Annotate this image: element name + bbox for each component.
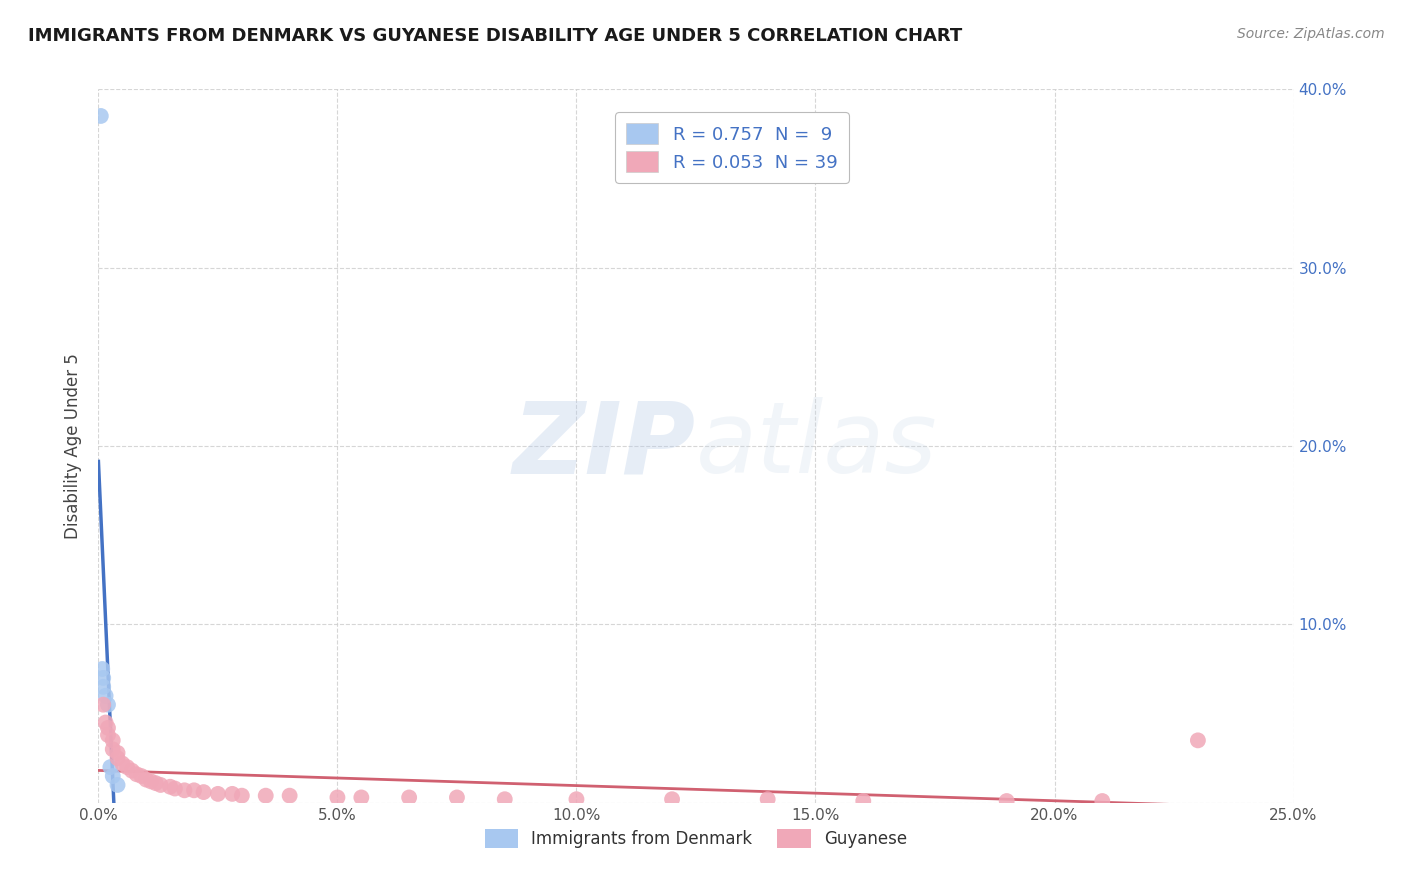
Point — [91, 698, 114, 712]
Point — [107, 746, 129, 760]
Point — [207, 787, 229, 801]
Point — [159, 780, 181, 794]
Point — [90, 109, 112, 123]
Point — [193, 785, 215, 799]
Y-axis label: Disability Age Under 5: Disability Age Under 5 — [65, 353, 83, 539]
Point — [91, 662, 114, 676]
Point — [139, 774, 162, 789]
Point — [1091, 794, 1114, 808]
Point — [115, 760, 138, 774]
Point — [91, 680, 114, 694]
Point — [278, 789, 301, 803]
Text: atlas: atlas — [696, 398, 938, 494]
Point — [111, 756, 134, 771]
Point — [97, 698, 120, 712]
Point — [995, 794, 1018, 808]
Point — [1187, 733, 1209, 747]
Point — [398, 790, 420, 805]
Point — [125, 767, 148, 781]
Point — [98, 760, 122, 774]
Point — [91, 671, 114, 685]
Point — [121, 764, 143, 778]
Point — [94, 715, 117, 730]
Point — [101, 742, 124, 756]
Point — [131, 769, 153, 783]
Point — [173, 783, 195, 797]
Point — [350, 790, 373, 805]
Point — [565, 792, 588, 806]
Point — [97, 728, 120, 742]
Point — [254, 789, 277, 803]
Point — [756, 792, 779, 806]
Point — [326, 790, 349, 805]
Text: Source: ZipAtlas.com: Source: ZipAtlas.com — [1237, 27, 1385, 41]
Point — [661, 792, 683, 806]
Point — [107, 778, 129, 792]
Point — [149, 778, 172, 792]
Point — [94, 689, 117, 703]
Point — [221, 787, 243, 801]
Text: ZIP: ZIP — [513, 398, 696, 494]
Point — [97, 721, 120, 735]
Point — [494, 792, 516, 806]
Legend: Immigrants from Denmark, Guyanese: Immigrants from Denmark, Guyanese — [478, 822, 914, 855]
Point — [183, 783, 205, 797]
Point — [231, 789, 253, 803]
Point — [163, 781, 186, 796]
Point — [101, 769, 124, 783]
Point — [135, 772, 157, 787]
Point — [446, 790, 468, 805]
Point — [145, 776, 167, 790]
Point — [107, 751, 129, 765]
Point — [101, 733, 124, 747]
Text: IMMIGRANTS FROM DENMARK VS GUYANESE DISABILITY AGE UNDER 5 CORRELATION CHART: IMMIGRANTS FROM DENMARK VS GUYANESE DISA… — [28, 27, 962, 45]
Point — [852, 794, 875, 808]
